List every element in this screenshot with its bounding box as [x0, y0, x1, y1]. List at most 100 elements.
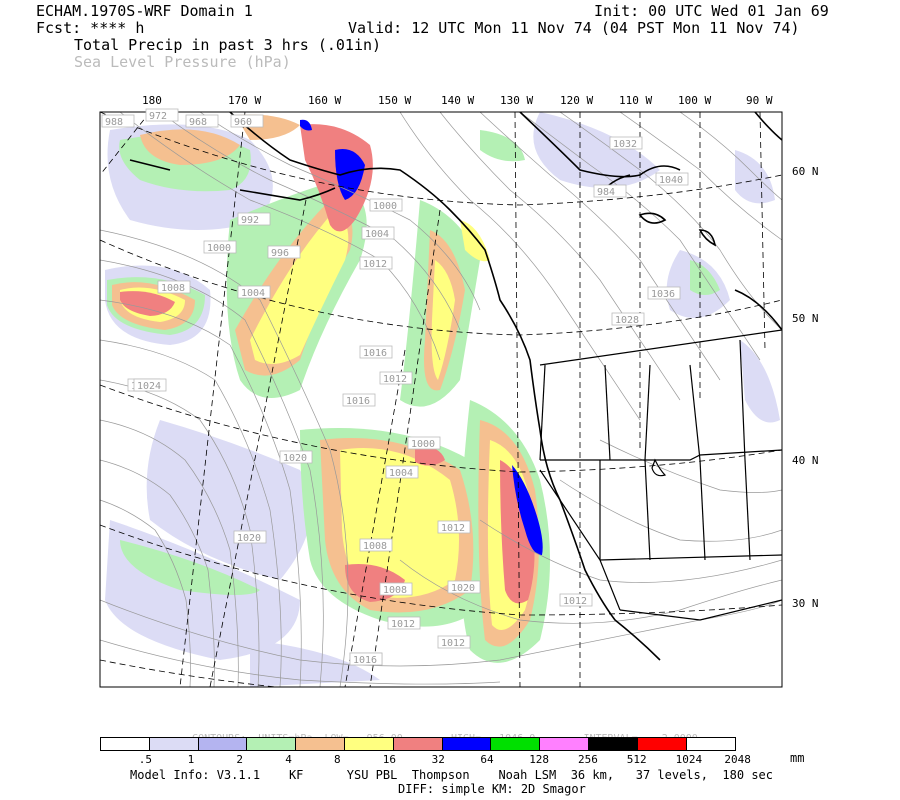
pressure-label-text: 1008: [383, 585, 407, 596]
pressure-label-text: 1020: [451, 583, 475, 594]
longitude-label: 130 W: [500, 94, 534, 107]
country-borders: [539, 329, 782, 621]
colorbar-swatch: [685, 737, 737, 751]
pressure-label-text: 1008: [161, 283, 185, 294]
colorbar-label: 8: [334, 753, 341, 766]
pressure-label-text: 968: [189, 117, 207, 128]
pressure-label: 1004: [237, 285, 271, 299]
pressure-label: 1020: [233, 530, 267, 544]
colorbar-label: 2: [236, 753, 244, 766]
pressure-label-text: 1016: [346, 396, 370, 407]
pressure-label: 1008: [379, 582, 413, 596]
pressure-label-text: 1024: [137, 381, 161, 392]
pressure-label: 1020: [279, 450, 313, 464]
pressure-label-text: 1000: [207, 243, 231, 254]
pressure-labels: 988 972 968 960 1000 992 996 1000 1004 1008 1004 10…: [101, 108, 689, 666]
pressure-label: 1012: [379, 371, 413, 385]
colorbar-label: 1024: [675, 753, 703, 766]
pressure-label-text: 1008: [363, 541, 387, 552]
pressure-label-text: 972: [149, 111, 167, 122]
colorbar-label: 2048: [724, 753, 751, 766]
pressure-label: 1008: [157, 280, 191, 294]
colorbar-label: 4: [285, 753, 292, 766]
longitude-label: 160 W: [308, 94, 342, 107]
map-frame: [99, 111, 783, 688]
pressure-label: 968: [185, 114, 219, 128]
colorbar-label: 256: [578, 753, 598, 766]
pressure-label-text: 1020: [237, 533, 261, 544]
model-title: ECHAM.1970S-WRF Domain 1: [36, 2, 253, 20]
pressure-label: 1012: [387, 616, 421, 630]
pressure-label: 992: [237, 212, 271, 226]
forecast-hour: Fcst: **** h: [36, 19, 145, 37]
pressure-label-text: 1012: [391, 619, 415, 630]
pressure-label-text: 1040: [659, 175, 683, 186]
pressure-label: 1012: [437, 635, 471, 649]
pressure-label-text: 960: [234, 117, 252, 128]
pressure-label: 960: [230, 114, 264, 128]
pressure-label: 1024: [133, 378, 167, 392]
init-time: Init: 00 UTC Wed 01 Jan 69: [594, 2, 829, 20]
pressure-label: 1000: [369, 198, 403, 212]
longitude-label: 120 W: [560, 94, 594, 107]
pressure-label-text: 1012: [563, 596, 587, 607]
pressure-label-text: 1016: [363, 348, 387, 359]
valid-time: Valid: 12 UTC Mon 11 Nov 74 (04 PST Mon …: [348, 19, 800, 37]
pressure-label-text: 1000: [411, 439, 435, 450]
field-slp-label: Sea Level Pressure (hPa): [74, 53, 291, 71]
pressure-label-text: 1004: [241, 288, 265, 299]
pressure-label-text: 1028: [615, 315, 639, 326]
pressure-label: 1028: [611, 312, 645, 326]
pressure-label-text: 1012: [383, 374, 407, 385]
longitude-label: 90 W: [746, 94, 773, 107]
colorbar-label: .5: [138, 753, 153, 766]
pressure-label-text: 996: [271, 248, 289, 259]
pressure-label: 1000: [407, 436, 441, 450]
pressure-label: 1004: [361, 226, 395, 240]
longitude-label: 100 W: [678, 94, 712, 107]
latitude-label: 30 N: [792, 597, 819, 610]
pressure-label: 1016: [359, 345, 393, 359]
pressure-label-text: 1000: [373, 201, 397, 212]
latitude-label: 60 N: [792, 165, 819, 178]
colorbar-label: 512: [626, 753, 647, 766]
longitude-label: 170 W: [228, 94, 262, 107]
pressure-label-text: 984: [597, 187, 615, 198]
pressure-label-text: 1036: [651, 289, 675, 300]
longitude-label: 180: [142, 94, 162, 107]
pressure-label-text: 992: [241, 215, 259, 226]
pressure-label: 972: [145, 108, 179, 122]
pressure-label: 984: [593, 184, 627, 198]
coastlines: [129, 112, 782, 661]
pressure-label: 1004: [385, 465, 419, 479]
colorbar-label: 16: [382, 753, 397, 766]
pressure-label: 1036: [647, 286, 681, 300]
pressure-label: 996: [267, 245, 301, 259]
model-diff: DIFF: simple KM: 2D Smagor: [398, 782, 586, 796]
pressure-label-text: 1012: [363, 259, 387, 270]
colorbar-swatch: [392, 737, 444, 751]
field-precip-label: Total Precip in past 3 hrs (.01in): [74, 36, 382, 54]
colorbar-swatch: [588, 737, 639, 751]
pressure-label: 1032: [609, 136, 643, 150]
model-info: Model Info: V3.1.1 KF YSU PBL Thompson N…: [130, 768, 773, 782]
colorbar-swatch: [197, 737, 249, 751]
colorbar-swatch: [441, 737, 493, 751]
pressure-label-text: 1020: [283, 453, 307, 464]
longitude-label: 150 W: [378, 94, 412, 107]
longitude-label: 110 W: [619, 94, 653, 107]
pressure-label: 1000: [203, 240, 237, 254]
colorbar-label: 128: [529, 753, 550, 766]
colorbar-swatch: [246, 737, 298, 751]
pressure-label-text: 1012: [441, 638, 465, 649]
pressure-label: 1012: [359, 256, 393, 270]
pressure-label-text: 1004: [365, 229, 389, 240]
colorbar-label: 1: [187, 753, 195, 766]
colorbar-swatch: [539, 737, 590, 751]
latitude-label: 40 N: [792, 454, 819, 467]
pressure-label: 1020: [447, 580, 481, 594]
pressure-label: 1012: [559, 593, 593, 607]
colorbar-swatch: [636, 737, 688, 751]
pressure-label: 1016: [349, 652, 383, 666]
